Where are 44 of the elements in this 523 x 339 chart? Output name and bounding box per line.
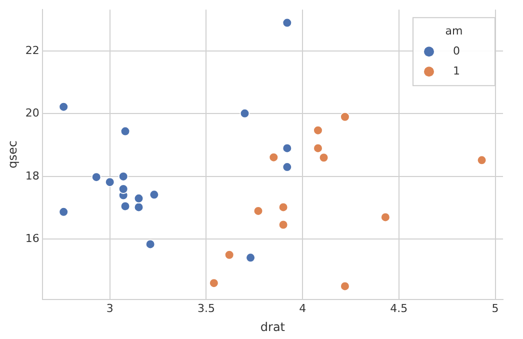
- point: [120, 126, 130, 136]
- point: [58, 102, 69, 112]
- point: [282, 143, 292, 154]
- y-axis-title: qsec: [5, 140, 20, 168]
- x-axis-title: drat: [260, 320, 286, 334]
- x-tick-label: 3: [106, 302, 114, 315]
- point: [91, 172, 102, 182]
- point: [134, 202, 144, 212]
- legend-title: am: [445, 24, 463, 38]
- x-tick-label: 5: [492, 302, 499, 315]
- point: [268, 152, 279, 162]
- point: [118, 171, 128, 182]
- point: [253, 206, 264, 216]
- point: [104, 177, 115, 188]
- point: [278, 202, 288, 212]
- point: [312, 143, 323, 154]
- point: [282, 18, 292, 28]
- point: [380, 212, 390, 222]
- point: [118, 184, 128, 194]
- point: [318, 152, 329, 163]
- point: [340, 112, 350, 122]
- point: [246, 252, 256, 263]
- point: [340, 281, 350, 292]
- point: [134, 193, 144, 204]
- point: [149, 190, 160, 200]
- point: [58, 206, 69, 217]
- y-tick-label: 20: [25, 106, 40, 120]
- x-tick-label: 3.5: [197, 302, 215, 315]
- x-tick-label: 4.5: [390, 302, 408, 315]
- point: [145, 239, 156, 250]
- x-tick-label: 4: [299, 302, 306, 315]
- point: [224, 250, 234, 260]
- point: [120, 201, 130, 212]
- y-tick-label: 22: [25, 44, 40, 57]
- point: [282, 162, 292, 172]
- point: [312, 125, 323, 136]
- legend-label: 1: [453, 64, 460, 78]
- point: [208, 278, 219, 288]
- y-tick-label: 18: [25, 169, 40, 182]
- y-tick-label: 16: [25, 232, 40, 246]
- point: [476, 155, 487, 166]
- legend-label: 0: [453, 44, 460, 58]
- point: [240, 108, 250, 118]
- point: [278, 220, 288, 230]
